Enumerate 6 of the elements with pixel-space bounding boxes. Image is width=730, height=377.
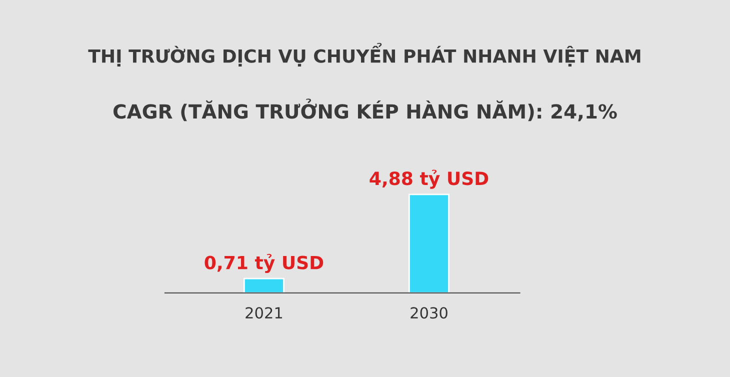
chart-subtitle: CAGR (TĂNG TRƯỞNG KÉP HÀNG NĂM): 24,1% xyxy=(114,98,617,122)
chart-title: THỊ TRƯỜNG DỊCH VỤ CHUYỂN PHÁT NHANH VIỆT NAM xyxy=(88,42,640,66)
data-label: 0,71 tỷ USD xyxy=(204,254,324,274)
x-tick-label: 2021 xyxy=(246,307,282,319)
x-tick-label: 2030 xyxy=(410,307,448,319)
data-label: 4,88 tỷ USD xyxy=(370,170,488,189)
